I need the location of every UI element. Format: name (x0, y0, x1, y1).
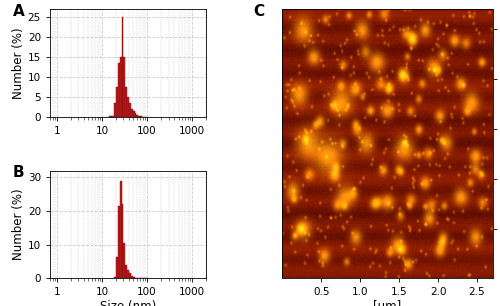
Bar (129, 103, 131, 117)
Bar (127, 97, 129, 117)
Bar (118, 206, 120, 278)
Y-axis label: Number (%): Number (%) (12, 189, 25, 260)
Bar (124, 57, 126, 117)
Y-axis label: Number (%): Number (%) (12, 27, 25, 99)
Bar (122, 17, 124, 117)
Text: C: C (253, 4, 264, 19)
Bar (124, 243, 126, 278)
Bar (129, 274, 131, 278)
Bar (122, 204, 124, 278)
Text: B: B (12, 165, 24, 180)
Bar (116, 256, 118, 278)
Bar (114, 103, 116, 117)
Bar (114, 277, 116, 278)
Bar (134, 113, 136, 117)
Bar (126, 87, 127, 117)
Text: A: A (12, 4, 24, 19)
Bar (131, 276, 133, 278)
Bar (116, 87, 118, 117)
Bar (120, 57, 122, 117)
Bar (126, 265, 127, 278)
Bar (131, 109, 133, 117)
Bar (136, 115, 138, 117)
Bar (133, 111, 134, 117)
X-axis label: [μm]: [μm] (374, 300, 402, 306)
Bar (118, 63, 120, 117)
X-axis label: Size (nm): Size (nm) (100, 300, 156, 306)
Bar (127, 270, 129, 278)
Bar (112, 116, 114, 117)
Bar (138, 116, 140, 117)
Bar (120, 181, 122, 278)
Bar (133, 277, 134, 278)
